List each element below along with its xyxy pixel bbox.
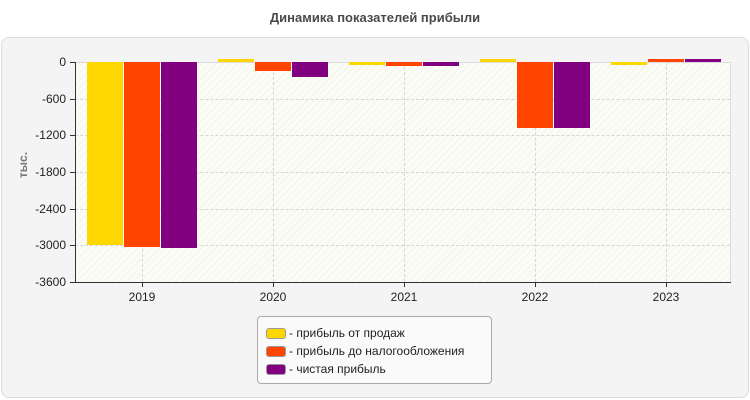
x-tick-label: 2022 bbox=[521, 290, 549, 304]
gridline bbox=[75, 99, 730, 100]
chart-title: Динамика показателей прибыли bbox=[269, 10, 481, 25]
y-tick bbox=[70, 245, 75, 246]
y-tick bbox=[70, 135, 75, 136]
gridline bbox=[535, 62, 536, 282]
bar[interactable] bbox=[554, 62, 590, 128]
x-tick-label: 2019 bbox=[128, 290, 156, 304]
legend: - прибыль от продаж - прибыль до налогоо… bbox=[257, 316, 492, 384]
gridline bbox=[75, 172, 730, 173]
y-tick bbox=[70, 172, 75, 173]
y-tick bbox=[70, 209, 75, 210]
bar[interactable] bbox=[124, 62, 160, 247]
x-tick bbox=[535, 282, 536, 287]
x-tick-label: 2023 bbox=[652, 290, 680, 304]
x-tick-label: 2021 bbox=[390, 290, 418, 304]
x-tick bbox=[404, 282, 405, 287]
legend-swatch bbox=[266, 327, 286, 339]
bar[interactable] bbox=[349, 62, 385, 66]
bar[interactable] bbox=[386, 62, 422, 67]
x-tick bbox=[142, 282, 143, 287]
bar[interactable] bbox=[685, 59, 721, 62]
gridline bbox=[666, 62, 667, 282]
x-axis bbox=[75, 282, 731, 283]
gridline bbox=[75, 245, 730, 246]
y-axis-title: тыс. bbox=[16, 151, 30, 179]
gridline bbox=[75, 135, 730, 136]
y-tick bbox=[70, 282, 75, 283]
bar[interactable] bbox=[517, 62, 553, 128]
y-tick-label: 0 bbox=[59, 55, 66, 69]
legend-item-pretax-profit[interactable]: - прибыль до налогообложения bbox=[266, 343, 464, 359]
y-tick bbox=[70, 99, 75, 100]
x-tick bbox=[273, 282, 274, 287]
y-tick-label: -1200 bbox=[35, 128, 66, 142]
y-tick-label: -600 bbox=[41, 92, 66, 106]
gridline bbox=[75, 209, 730, 210]
y-tick-label: -3000 bbox=[35, 238, 66, 252]
bar[interactable] bbox=[87, 62, 123, 246]
x-tick-label: 2020 bbox=[259, 290, 287, 304]
bar[interactable] bbox=[255, 62, 291, 72]
bar[interactable] bbox=[611, 62, 647, 65]
bar[interactable] bbox=[423, 62, 459, 67]
gridline bbox=[273, 62, 274, 282]
y-tick bbox=[70, 62, 75, 63]
legend-item-sales-profit[interactable]: - прибыль от продаж bbox=[266, 325, 405, 341]
legend-swatch bbox=[266, 363, 286, 375]
y-axis bbox=[75, 62, 76, 282]
y-tick-label: -2400 bbox=[35, 202, 66, 216]
bar[interactable] bbox=[218, 59, 254, 62]
bar[interactable] bbox=[648, 59, 684, 62]
y-tick-label: -3600 bbox=[35, 275, 66, 289]
legend-swatch bbox=[266, 345, 286, 357]
bar[interactable] bbox=[161, 62, 197, 248]
bar[interactable] bbox=[480, 59, 516, 62]
gridline bbox=[404, 62, 405, 282]
legend-label: - прибыль от продаж bbox=[289, 326, 405, 340]
legend-label: - чистая прибыль bbox=[289, 362, 386, 376]
legend-item-net-profit[interactable]: - чистая прибыль bbox=[266, 361, 386, 377]
y-tick-label: -1800 bbox=[35, 165, 66, 179]
x-tick bbox=[666, 282, 667, 287]
legend-label: - прибыль до налогообложения bbox=[289, 344, 465, 358]
bar[interactable] bbox=[292, 62, 328, 78]
